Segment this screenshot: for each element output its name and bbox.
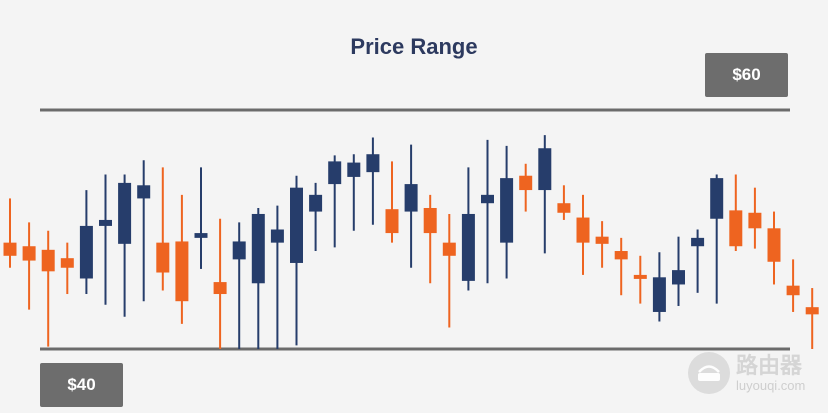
candle-body <box>213 282 227 295</box>
candle-body <box>710 178 724 219</box>
candle-body <box>404 184 418 212</box>
candle-body <box>232 241 246 260</box>
candle-body <box>137 185 151 199</box>
candle-body <box>290 187 303 263</box>
candle-body <box>175 241 189 302</box>
candle-body <box>251 213 265 284</box>
candle-body <box>672 270 685 285</box>
watermark: 路由器 luyouqi.com <box>688 350 805 396</box>
candle-body <box>442 242 456 256</box>
candle-body <box>385 209 399 234</box>
candle-body <box>328 161 342 185</box>
chart-title: Price Range <box>350 34 478 59</box>
candle-body <box>595 236 609 244</box>
candles-group <box>3 135 819 349</box>
candle-body <box>366 154 380 173</box>
candle-body <box>194 233 208 238</box>
candle-body <box>748 212 762 229</box>
candle-body <box>156 242 170 273</box>
candle-body <box>461 213 475 281</box>
candle-body <box>22 246 36 261</box>
support-price-label: $40 <box>40 363 123 407</box>
candle-body <box>652 277 666 312</box>
candle-body <box>500 178 514 243</box>
watermark-en-text: luyouqi.com <box>736 377 806 393</box>
candle-body <box>99 219 112 226</box>
candle-body <box>270 229 284 243</box>
candle-body <box>423 207 437 234</box>
candle-body <box>786 285 800 296</box>
candle-body <box>633 274 647 279</box>
candle-body <box>347 162 361 177</box>
resistance-price-label: $60 <box>705 53 788 97</box>
candle-body <box>805 307 819 315</box>
router-logo-icon <box>688 352 730 394</box>
candle-body <box>557 203 571 213</box>
candle-body <box>576 217 590 243</box>
candle-body <box>614 251 628 260</box>
candle-body <box>691 237 705 247</box>
candle-body <box>519 175 533 191</box>
candle-body <box>767 228 781 262</box>
watermark-cn-text: 路由器 <box>736 352 803 378</box>
candle-body <box>79 225 93 279</box>
candle-body <box>309 194 323 212</box>
candle-body <box>3 242 17 256</box>
candle-body <box>118 182 132 244</box>
candle-body <box>60 258 74 268</box>
candle-body <box>729 210 743 247</box>
candle-body <box>481 194 494 204</box>
candle-body <box>538 148 552 191</box>
candle-body <box>41 249 55 272</box>
